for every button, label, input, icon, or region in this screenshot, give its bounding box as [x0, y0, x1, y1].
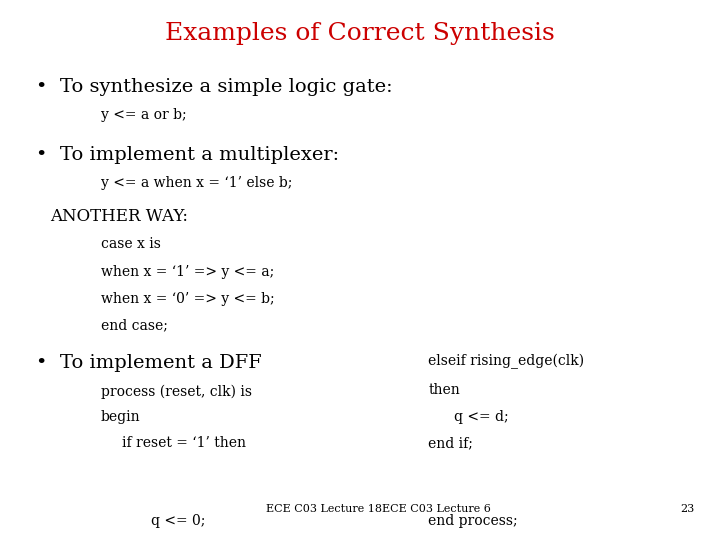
Text: begin: begin	[101, 410, 140, 424]
Text: 23: 23	[680, 504, 695, 514]
Text: ANOTHER WAY:: ANOTHER WAY:	[50, 208, 189, 225]
Text: ECE C03 Lecture 18ECE C03 Lecture 6: ECE C03 Lecture 18ECE C03 Lecture 6	[266, 504, 491, 514]
Text: q <= 0;: q <= 0;	[151, 514, 206, 528]
Text: q <= d;: q <= d;	[454, 410, 508, 424]
Text: •  To implement a DFF: • To implement a DFF	[36, 354, 262, 372]
Text: y <= a or b;: y <= a or b;	[101, 108, 186, 122]
Text: •  To implement a multiplexer:: • To implement a multiplexer:	[36, 146, 339, 164]
Text: case x is: case x is	[101, 237, 161, 251]
Text: then: then	[428, 383, 460, 397]
Text: end case;: end case;	[101, 319, 168, 333]
Text: y <= a when x = ‘1’ else b;: y <= a when x = ‘1’ else b;	[101, 176, 292, 190]
Text: •  To synthesize a simple logic gate:: • To synthesize a simple logic gate:	[36, 78, 392, 96]
Text: when x = ‘0’ => y <= b;: when x = ‘0’ => y <= b;	[101, 292, 274, 306]
Text: Examples of Correct Synthesis: Examples of Correct Synthesis	[165, 22, 555, 45]
Text: elseif rising_edge(clk): elseif rising_edge(clk)	[428, 354, 585, 369]
Text: end process;: end process;	[428, 514, 518, 528]
Text: when x = ‘1’ => y <= a;: when x = ‘1’ => y <= a;	[101, 265, 274, 279]
Text: process (reset, clk) is: process (reset, clk) is	[101, 384, 252, 399]
Text: if reset = ‘1’ then: if reset = ‘1’ then	[122, 436, 246, 450]
Text: end if;: end if;	[428, 436, 473, 450]
